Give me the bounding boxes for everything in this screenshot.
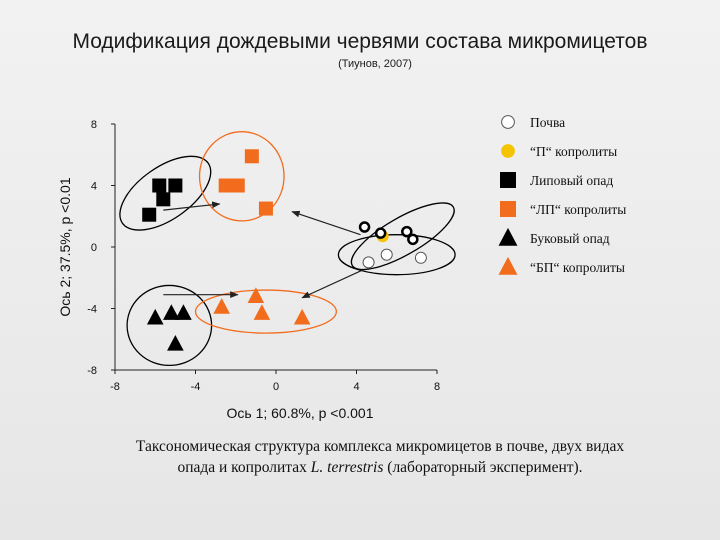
group-ellipse-2: [198, 131, 285, 222]
y-tick-label: 4: [91, 181, 97, 193]
shift-arrow-2: [291, 210, 361, 236]
x-tick-label: -4: [191, 381, 201, 393]
point-circle-1-1: [362, 256, 375, 269]
y-tick-label: -4: [87, 304, 97, 316]
legend-marker-4: [500, 201, 516, 217]
point-square-3-4: [142, 207, 157, 222]
caption-line-2-prefix: опада и копролитах: [177, 459, 311, 476]
x-tick-label: 4: [353, 381, 359, 393]
slide-title: Модификация дождевыми червями состава ми…: [72, 30, 648, 53]
point-square-3-1: [152, 178, 167, 193]
legend: Почва “П“ копролиты Липовый опад “ЛП“ копро…: [498, 115, 626, 275]
point-triangle-5-1: [146, 308, 164, 325]
legend-marker-1: [501, 115, 515, 129]
point-triangle-5-4: [167, 334, 184, 351]
point-square-4-2: [218, 178, 233, 193]
point-square-4-3: [230, 178, 245, 193]
y-tick-label: 8: [91, 119, 97, 131]
group-ellipses: [119, 131, 456, 367]
point-square-4-4: [258, 201, 273, 216]
x-tick-label: 0: [273, 381, 279, 393]
point-triangle-6-1: [213, 298, 230, 314]
point-triangle-6-3: [253, 304, 271, 320]
point-ring-4: [374, 227, 387, 239]
legend-label-2: “П“ копролиты: [530, 144, 617, 159]
slide-subtitle: (Тиунов, 2007): [338, 58, 412, 70]
axes: 8 4 0 -4 -8 -8 -4 0 4 8 Ось 1; 60.8%, p <0.001 Ось …: [57, 119, 440, 421]
caption-line-2-suffix: (лабораторный эксперимент).: [383, 459, 583, 476]
point-triangle-5-2: [163, 304, 180, 320]
figure-caption: Таксономическая структура комплекса микр…: [80, 436, 680, 478]
y-axis-label: Ось 2; 37.5%, p <0.01: [57, 177, 73, 316]
point-ring-3: [407, 233, 419, 246]
legend-marker-2: [501, 144, 515, 158]
shift-arrow-1: [163, 201, 221, 211]
arrows: [163, 201, 363, 299]
x-tick-label: 8: [434, 381, 440, 393]
caption-species: L. terrestris: [310, 459, 384, 476]
legend-label-6: “БП“ копролиты: [530, 260, 625, 275]
point-ring-1: [358, 221, 371, 233]
point-circle-1-3: [414, 251, 427, 264]
legend-label-5: Буковый опад: [530, 231, 610, 246]
group-ellipse-4: [337, 234, 456, 276]
point-ring-2: [401, 225, 413, 238]
point-triangle-5-3: [175, 304, 192, 320]
group-ellipse-1: [119, 155, 212, 231]
group-ellipse-6: [194, 289, 338, 334]
y-tick-label: -8: [87, 365, 97, 377]
caption-line-2: опада и копролитах L. terrestris (лабора…: [80, 457, 680, 478]
point-square-3-3: [156, 192, 171, 207]
shift-arrow-4: [301, 269, 363, 299]
legend-marker-5: [498, 227, 518, 246]
group-ellipse-3: [350, 202, 455, 271]
legend-marker-6: [498, 256, 518, 275]
data-points: [142, 149, 427, 351]
point-circle-1-2: [380, 248, 393, 261]
legend-label-3: Липовый опад: [530, 173, 613, 188]
y-tick-label: 0: [91, 242, 97, 254]
point-triangle-6-4: [293, 308, 311, 325]
legend-marker-3: [500, 172, 516, 188]
ordination-chart: 8 4 0 -4 -8 -8 -4 0 4 8 Ось 1; 60.8%, p <0.001 Ось …: [57, 115, 626, 421]
x-tick-label: -8: [110, 381, 120, 393]
group-ellipse-5: [126, 284, 213, 367]
point-square-3-2: [168, 178, 183, 193]
x-axis-label: Ось 1; 60.8%, p <0.001: [227, 405, 374, 421]
caption-line-1: Таксономическая структура комплекса микр…: [135, 438, 625, 455]
legend-label-4: “ЛП“ копролиты: [530, 202, 626, 217]
point-triangle-6-2: [247, 287, 265, 303]
legend-label-1: Почва: [530, 115, 565, 130]
point-square-4-1: [244, 149, 259, 164]
